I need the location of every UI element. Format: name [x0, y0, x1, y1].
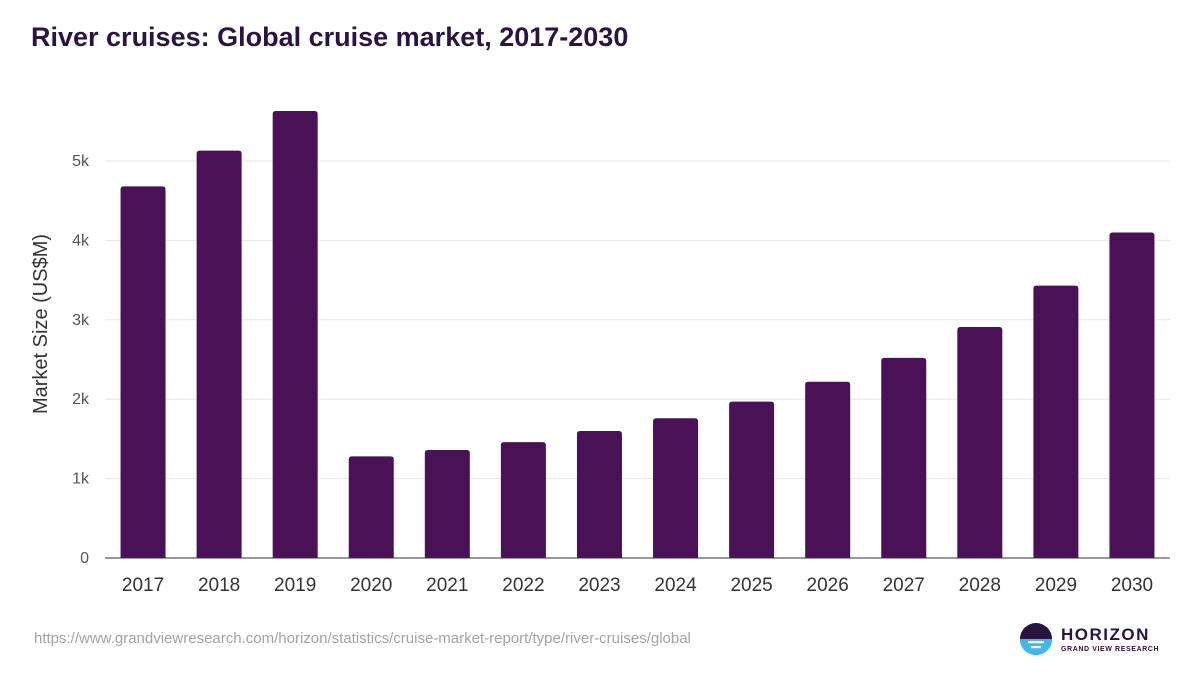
x-tick-label: 2021	[426, 575, 468, 596]
bar	[424, 450, 470, 558]
chart-title: River cruises: Global cruise market, 201…	[31, 22, 629, 52]
x-tick-label: 2026	[807, 575, 849, 596]
bar	[957, 326, 1003, 558]
bar	[805, 381, 851, 558]
x-tick-label: 2029	[1035, 575, 1077, 596]
x-tick-label: 2025	[730, 575, 772, 596]
bar	[576, 430, 622, 558]
bar	[881, 357, 927, 558]
bar	[653, 418, 699, 558]
bar	[1033, 285, 1079, 558]
x-tick-label: 2030	[1111, 575, 1153, 596]
x-tick-label: 2027	[883, 575, 925, 596]
x-tick-label: 2018	[198, 575, 240, 596]
y-tick-label: 4k	[72, 232, 90, 249]
x-tick-label: 2023	[578, 575, 620, 596]
y-tick-label: 1k	[72, 471, 90, 488]
x-tick-label: 2019	[274, 575, 316, 596]
y-tick-label: 2k	[72, 391, 90, 408]
bar	[729, 401, 775, 558]
bar	[272, 110, 318, 558]
bar	[120, 186, 166, 558]
horizon-logo-icon	[1020, 623, 1052, 655]
x-tick-label: 2028	[959, 575, 1001, 596]
y-axis-label: Market Size (US$M)	[30, 234, 52, 414]
y-tick-label: 0	[80, 550, 89, 567]
x-tick-label: 2024	[654, 575, 697, 596]
x-tick-label: 2022	[502, 575, 544, 596]
x-tick-label: 2017	[122, 575, 164, 596]
x-tick-label: 2020	[350, 575, 392, 596]
y-tick-label: 3k	[72, 312, 90, 329]
bar	[500, 442, 546, 558]
brand-logo: HORIZON GRAND VIEW RESEARCH	[1019, 622, 1159, 656]
bar	[348, 456, 394, 558]
source-url[interactable]: https://www.grandviewresearch.com/horizo…	[34, 630, 691, 647]
y-tick-label: 5k	[72, 153, 90, 170]
brand-subtitle: GRAND VIEW RESEARCH	[1061, 645, 1160, 653]
bar	[196, 150, 242, 559]
bar	[1109, 232, 1155, 558]
brand-name: HORIZON	[1061, 624, 1150, 644]
